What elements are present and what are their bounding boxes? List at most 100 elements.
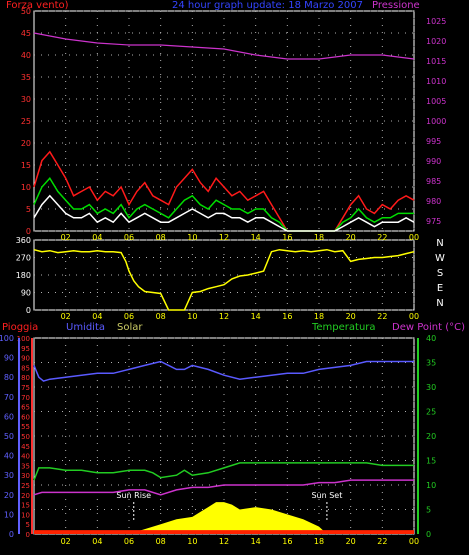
rain-y-tick-label: 20	[21, 492, 30, 500]
wind-y-tick-label: 10	[21, 183, 31, 192]
legend-pioggia: Pioggia	[2, 322, 38, 333]
wind-x-tick-label: 20	[346, 233, 356, 242]
compass-label: E	[437, 283, 443, 294]
rain-y-tick-label: 80	[21, 374, 30, 382]
temp-y-tick-label: 20	[426, 432, 436, 441]
series-temperatura	[33, 462, 414, 481]
direction-y-tick-label: 360	[16, 236, 31, 245]
series-dew-point	[33, 479, 414, 496]
wind-y-tick-label: 40	[21, 51, 31, 60]
wind-x-tick-label: 00	[409, 233, 419, 242]
header-right-title: Pressione	[372, 0, 420, 11]
rain-y-tick-label: 45	[21, 443, 30, 451]
temp-y-tick-label: 35	[426, 359, 436, 368]
annotation-sun-set: Sun Set	[311, 491, 342, 500]
series-minimo	[33, 194, 415, 232]
humidity-y-tick-label: 100	[0, 334, 14, 343]
direction-y-tick-label: 180	[16, 271, 31, 280]
pressure-y-tick-label: 1015	[426, 57, 446, 66]
rain-y-tick-label: 55	[21, 423, 30, 431]
direction-x-tick-label: 02	[61, 312, 71, 321]
rain-y-tick-label: 5	[26, 521, 30, 529]
direction-x-tick-label: 14	[251, 312, 261, 321]
rain-y-tick-label: 25	[21, 482, 30, 490]
wind-x-tick-label: 12	[219, 233, 229, 242]
direction-x-tick-label: 22	[377, 312, 387, 321]
series-solar	[121, 502, 327, 534]
thermo-x-tick-label: 00	[409, 537, 419, 546]
legend-dew-point: Dew Point (°C)	[392, 322, 465, 333]
pressure-y-tick-label: 1010	[426, 77, 446, 86]
wind-y-tick-label: 35	[21, 73, 31, 82]
rain-y-tick-label: 30	[21, 472, 30, 480]
thermo-x-tick-label: 06	[124, 537, 134, 546]
pressure-y-tick-label: 1025	[426, 17, 446, 26]
wind-y-tick-label: 5	[26, 205, 31, 214]
thermo-x-tick-label: 22	[377, 537, 387, 546]
series-layer	[33, 32, 415, 534]
pressure-y-tick-label: 1000	[426, 117, 446, 126]
grid-layer	[34, 10, 415, 535]
compass-label: W	[435, 253, 445, 264]
direction-x-tick-label: 18	[314, 312, 324, 321]
direction-x-tick-label: 12	[219, 312, 229, 321]
series-forza-vento	[33, 150, 415, 232]
rain-y-tick-label: 70	[21, 394, 30, 402]
wind-y-tick-label: 0	[26, 227, 31, 236]
temp-y-tick-label: 5	[426, 506, 431, 515]
series-pioggia	[34, 530, 414, 534]
wind-y-tick-label: 20	[21, 139, 31, 148]
humidity-y-tick-label: 80	[4, 373, 14, 382]
wind-y-tick-label: 30	[21, 95, 31, 104]
direction-x-tick-label: 04	[92, 312, 102, 321]
header-left-title: Forza vento)	[6, 0, 69, 11]
humidity-y-tick-label: 40	[4, 452, 14, 461]
direction-x-tick-label: 20	[346, 312, 356, 321]
rain-y-tick-label: 40	[21, 453, 30, 461]
direction-y-tick-label: 90	[21, 289, 31, 298]
thermo-x-tick-label: 04	[92, 537, 102, 546]
wind-y-tick-label: 50	[21, 7, 31, 16]
rain-y-tick-label: 10	[21, 511, 30, 519]
wind-x-tick-label: 04	[92, 233, 102, 242]
direction-x-tick-label: 08	[156, 312, 166, 321]
wind-x-tick-label: 08	[156, 233, 166, 242]
rain-y-tick-label: 0	[26, 531, 30, 539]
rain-y-tick-label: 60	[21, 413, 30, 421]
temp-y-tick-label: 0	[426, 530, 431, 539]
wind-y-tick-label: 25	[21, 117, 31, 126]
thermo-x-tick-label: 02	[61, 537, 71, 546]
pressure-y-tick-label: 980	[426, 197, 441, 206]
legend-solar: Solar	[117, 322, 143, 333]
wind-y-tick-label: 45	[21, 29, 31, 38]
pressure-y-tick-label: 1005	[426, 97, 446, 106]
humidity-y-tick-label: 10	[4, 510, 14, 519]
pressure-y-tick-label: 995	[426, 137, 441, 146]
rain-y-tick-label: 85	[21, 364, 30, 372]
thermo-x-tick-label: 20	[346, 537, 356, 546]
pressure-y-tick-label: 1020	[426, 37, 446, 46]
wind-x-tick-label: 14	[251, 233, 261, 242]
thermo-x-tick-label: 12	[219, 537, 229, 546]
direction-y-tick-label: 270	[16, 254, 31, 263]
annotation-sun-rise: Sun Rise	[116, 491, 151, 500]
temp-y-tick-label: 30	[426, 383, 436, 392]
humidity-y-tick-label: 30	[4, 471, 14, 480]
thermo-x-tick-label: 10	[187, 537, 197, 546]
humidity-y-tick-label: 50	[4, 432, 14, 441]
wind-x-tick-label: 02	[61, 233, 71, 242]
rain-y-tick-label: 50	[21, 433, 30, 441]
rain-y-tick-label: 15	[21, 502, 30, 510]
humidity-y-tick-label: 90	[4, 354, 14, 363]
wind-x-tick-label: 22	[377, 233, 387, 242]
series-pressione	[33, 32, 415, 60]
wind-x-tick-label: 06	[124, 233, 134, 242]
wind-x-tick-label: 18	[314, 233, 324, 242]
humidity-y-tick-label: 0	[9, 530, 14, 539]
temp-y-tick-label: 15	[426, 457, 436, 466]
thermo-x-tick-label: 14	[251, 537, 261, 546]
rain-y-tick-label: 90	[21, 355, 30, 363]
series-direction	[33, 248, 415, 311]
rain-y-tick-label: 75	[21, 384, 30, 392]
